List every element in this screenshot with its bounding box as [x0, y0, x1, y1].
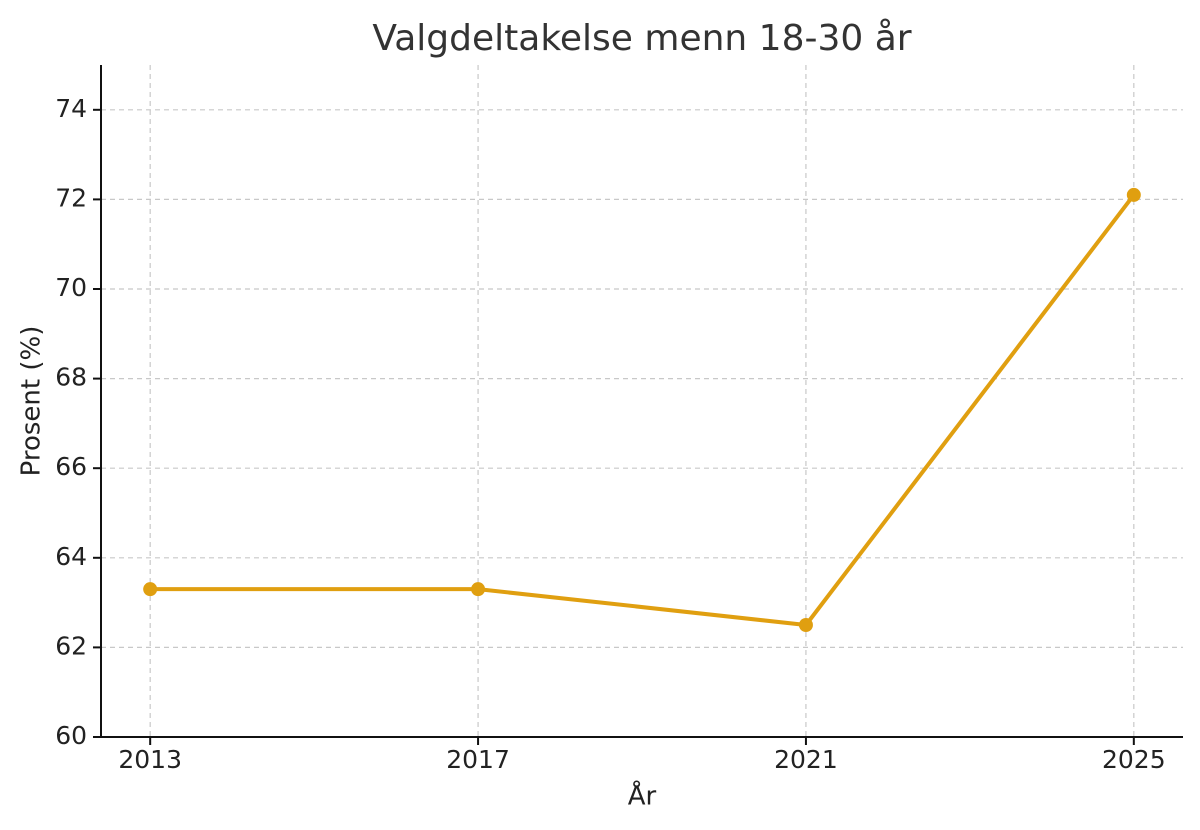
chart-title: Valgdeltakelse menn 18-30 år — [372, 18, 911, 59]
data-line — [150, 193, 1136, 627]
x-axis-label: År — [628, 780, 657, 812]
y-tick-label: 62 — [55, 631, 87, 660]
y-tick-label: 64 — [55, 542, 87, 571]
y-tick-label: 70 — [55, 273, 87, 302]
y-axis-label: Prosent (%) — [17, 326, 47, 477]
x-tick-label: 2013 — [118, 745, 182, 774]
y-tick-label: 60 — [55, 721, 87, 750]
data-point — [1126, 187, 1141, 202]
x-tick-label: 2021 — [774, 745, 838, 774]
data-point — [143, 582, 158, 597]
data-point — [798, 618, 813, 632]
x-tick-label: 2025 — [1102, 745, 1166, 774]
y-tick-label: 74 — [55, 94, 87, 123]
y-tick-label: 68 — [55, 363, 87, 392]
data-point — [471, 582, 486, 597]
x-tick-label: 2017 — [446, 745, 510, 774]
y-tick-label: 66 — [55, 452, 87, 481]
y-tick-label: 72 — [55, 183, 87, 212]
